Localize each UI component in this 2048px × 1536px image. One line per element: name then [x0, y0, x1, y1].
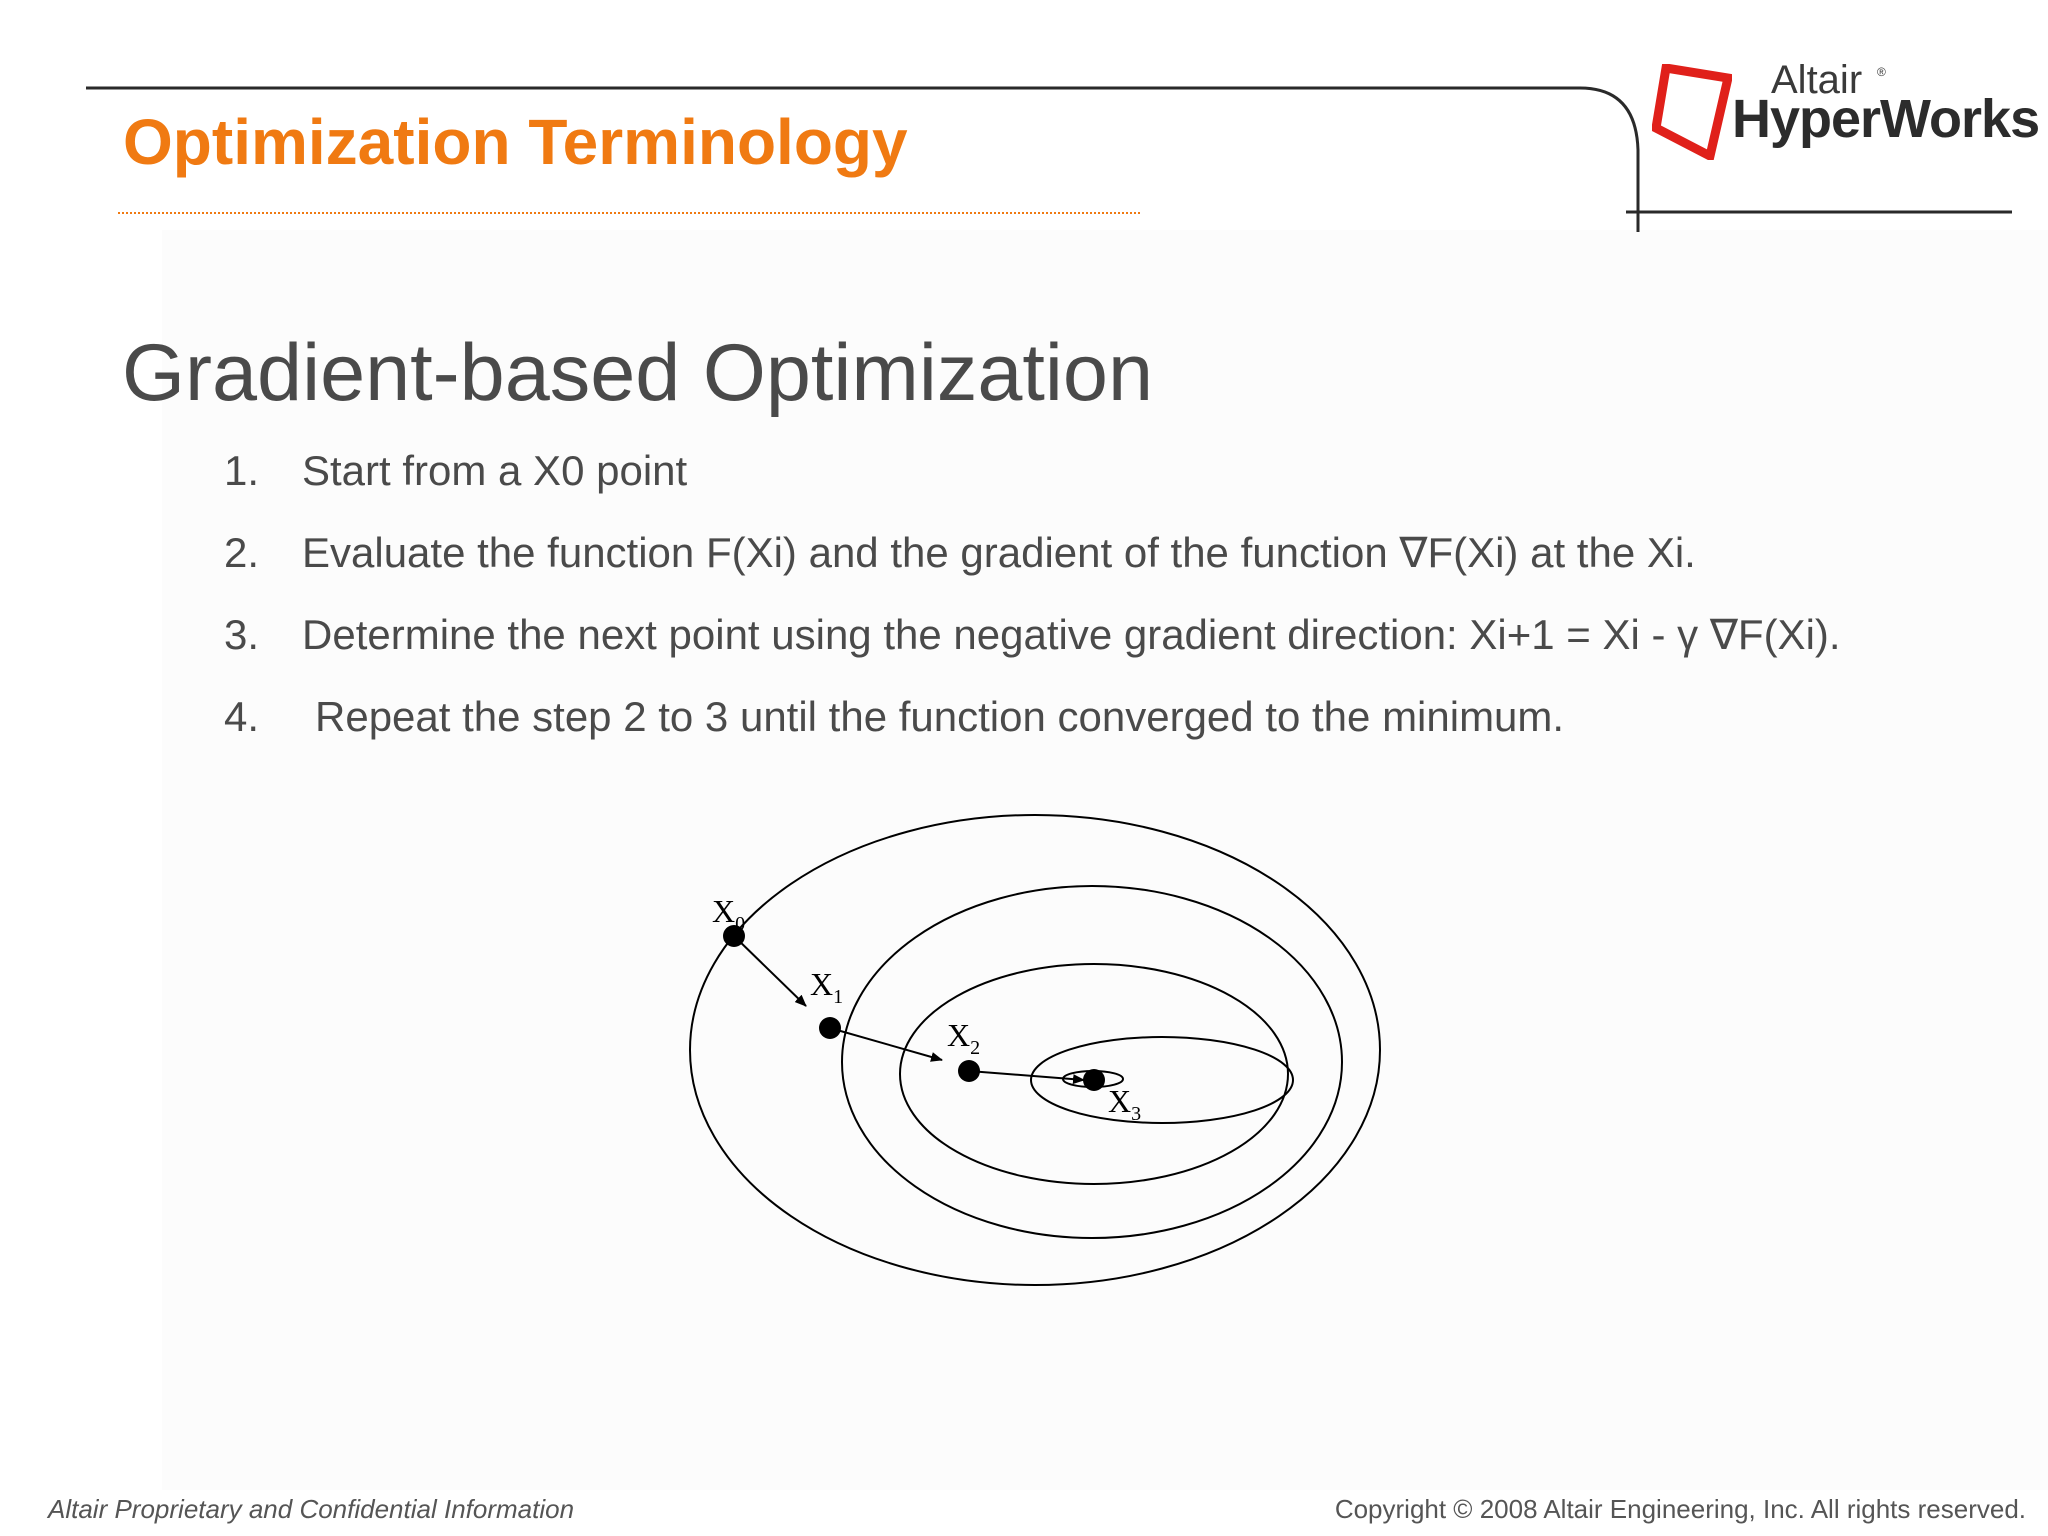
point-x3	[1083, 1069, 1105, 1091]
altair-logo-mark-icon	[1652, 64, 1732, 160]
step-number: 3.	[224, 611, 260, 658]
step-text: Evaluate the function F(Xi) and the grad…	[302, 529, 1696, 576]
step-text: Determine the next point using the negat…	[302, 611, 1841, 658]
step-arrow-x0-x1	[733, 935, 807, 1007]
logo-hyperworks-text: HyperWorks	[1732, 89, 2040, 149]
main-heading: Gradient-based Optimization	[122, 328, 1154, 418]
point-label-x3: X3	[1108, 1083, 1141, 1125]
step-number: 4.	[224, 693, 260, 740]
gradient-descent-diagram: X0 X1 X2 X3	[689, 814, 1381, 1286]
step-item: 2. Evaluate the function F(Xi) and the g…	[224, 529, 2024, 612]
step-text: Start from a X0 point	[302, 447, 688, 494]
point-label-x1: X1	[810, 966, 843, 1008]
contour-ellipse-2	[841, 885, 1343, 1239]
step-text: Repeat the step 2 to 3 until the functio…	[315, 693, 1565, 740]
contour-ellipse-outer	[689, 814, 1381, 1286]
footer-confidential: Altair Proprietary and Confidential Info…	[48, 1494, 575, 1524]
step-arrow-x2-x3	[968, 1070, 1085, 1085]
step-number: 1.	[224, 447, 260, 494]
altair-hyperworks-logo: Altair ® HyperWorks	[1652, 58, 2040, 162]
footer-copyright: Copyright © 2008 Altair Engineering, Inc…	[1334, 1494, 2026, 1524]
point-x0	[723, 925, 745, 947]
contour-ellipse-3	[899, 963, 1289, 1185]
logo-registered-mark: ®	[1877, 65, 1886, 79]
header-rule	[86, 86, 2012, 232]
title-underline	[118, 212, 1140, 214]
point-x1	[819, 1017, 841, 1039]
contour-ellipse-4	[1030, 1036, 1294, 1124]
logo-altair-text: Altair	[1771, 58, 1863, 102]
steps-list: 1. Start from a X0 point 2. Evaluate the…	[224, 447, 2024, 776]
step-item: 3. Determine the next point using the ne…	[224, 611, 2024, 694]
point-label-x0: X0	[712, 893, 745, 935]
point-label-x2: X2	[947, 1017, 980, 1059]
step-arrow-x1-x2	[829, 1027, 943, 1062]
section-title: Optimization Terminology	[123, 106, 908, 178]
step-item: 1. Start from a X0 point	[224, 447, 2024, 530]
step-item: 4. Repeat the step 2 to 3 until the func…	[224, 693, 2024, 776]
step-number: 2.	[224, 529, 260, 576]
point-x2	[958, 1060, 980, 1082]
